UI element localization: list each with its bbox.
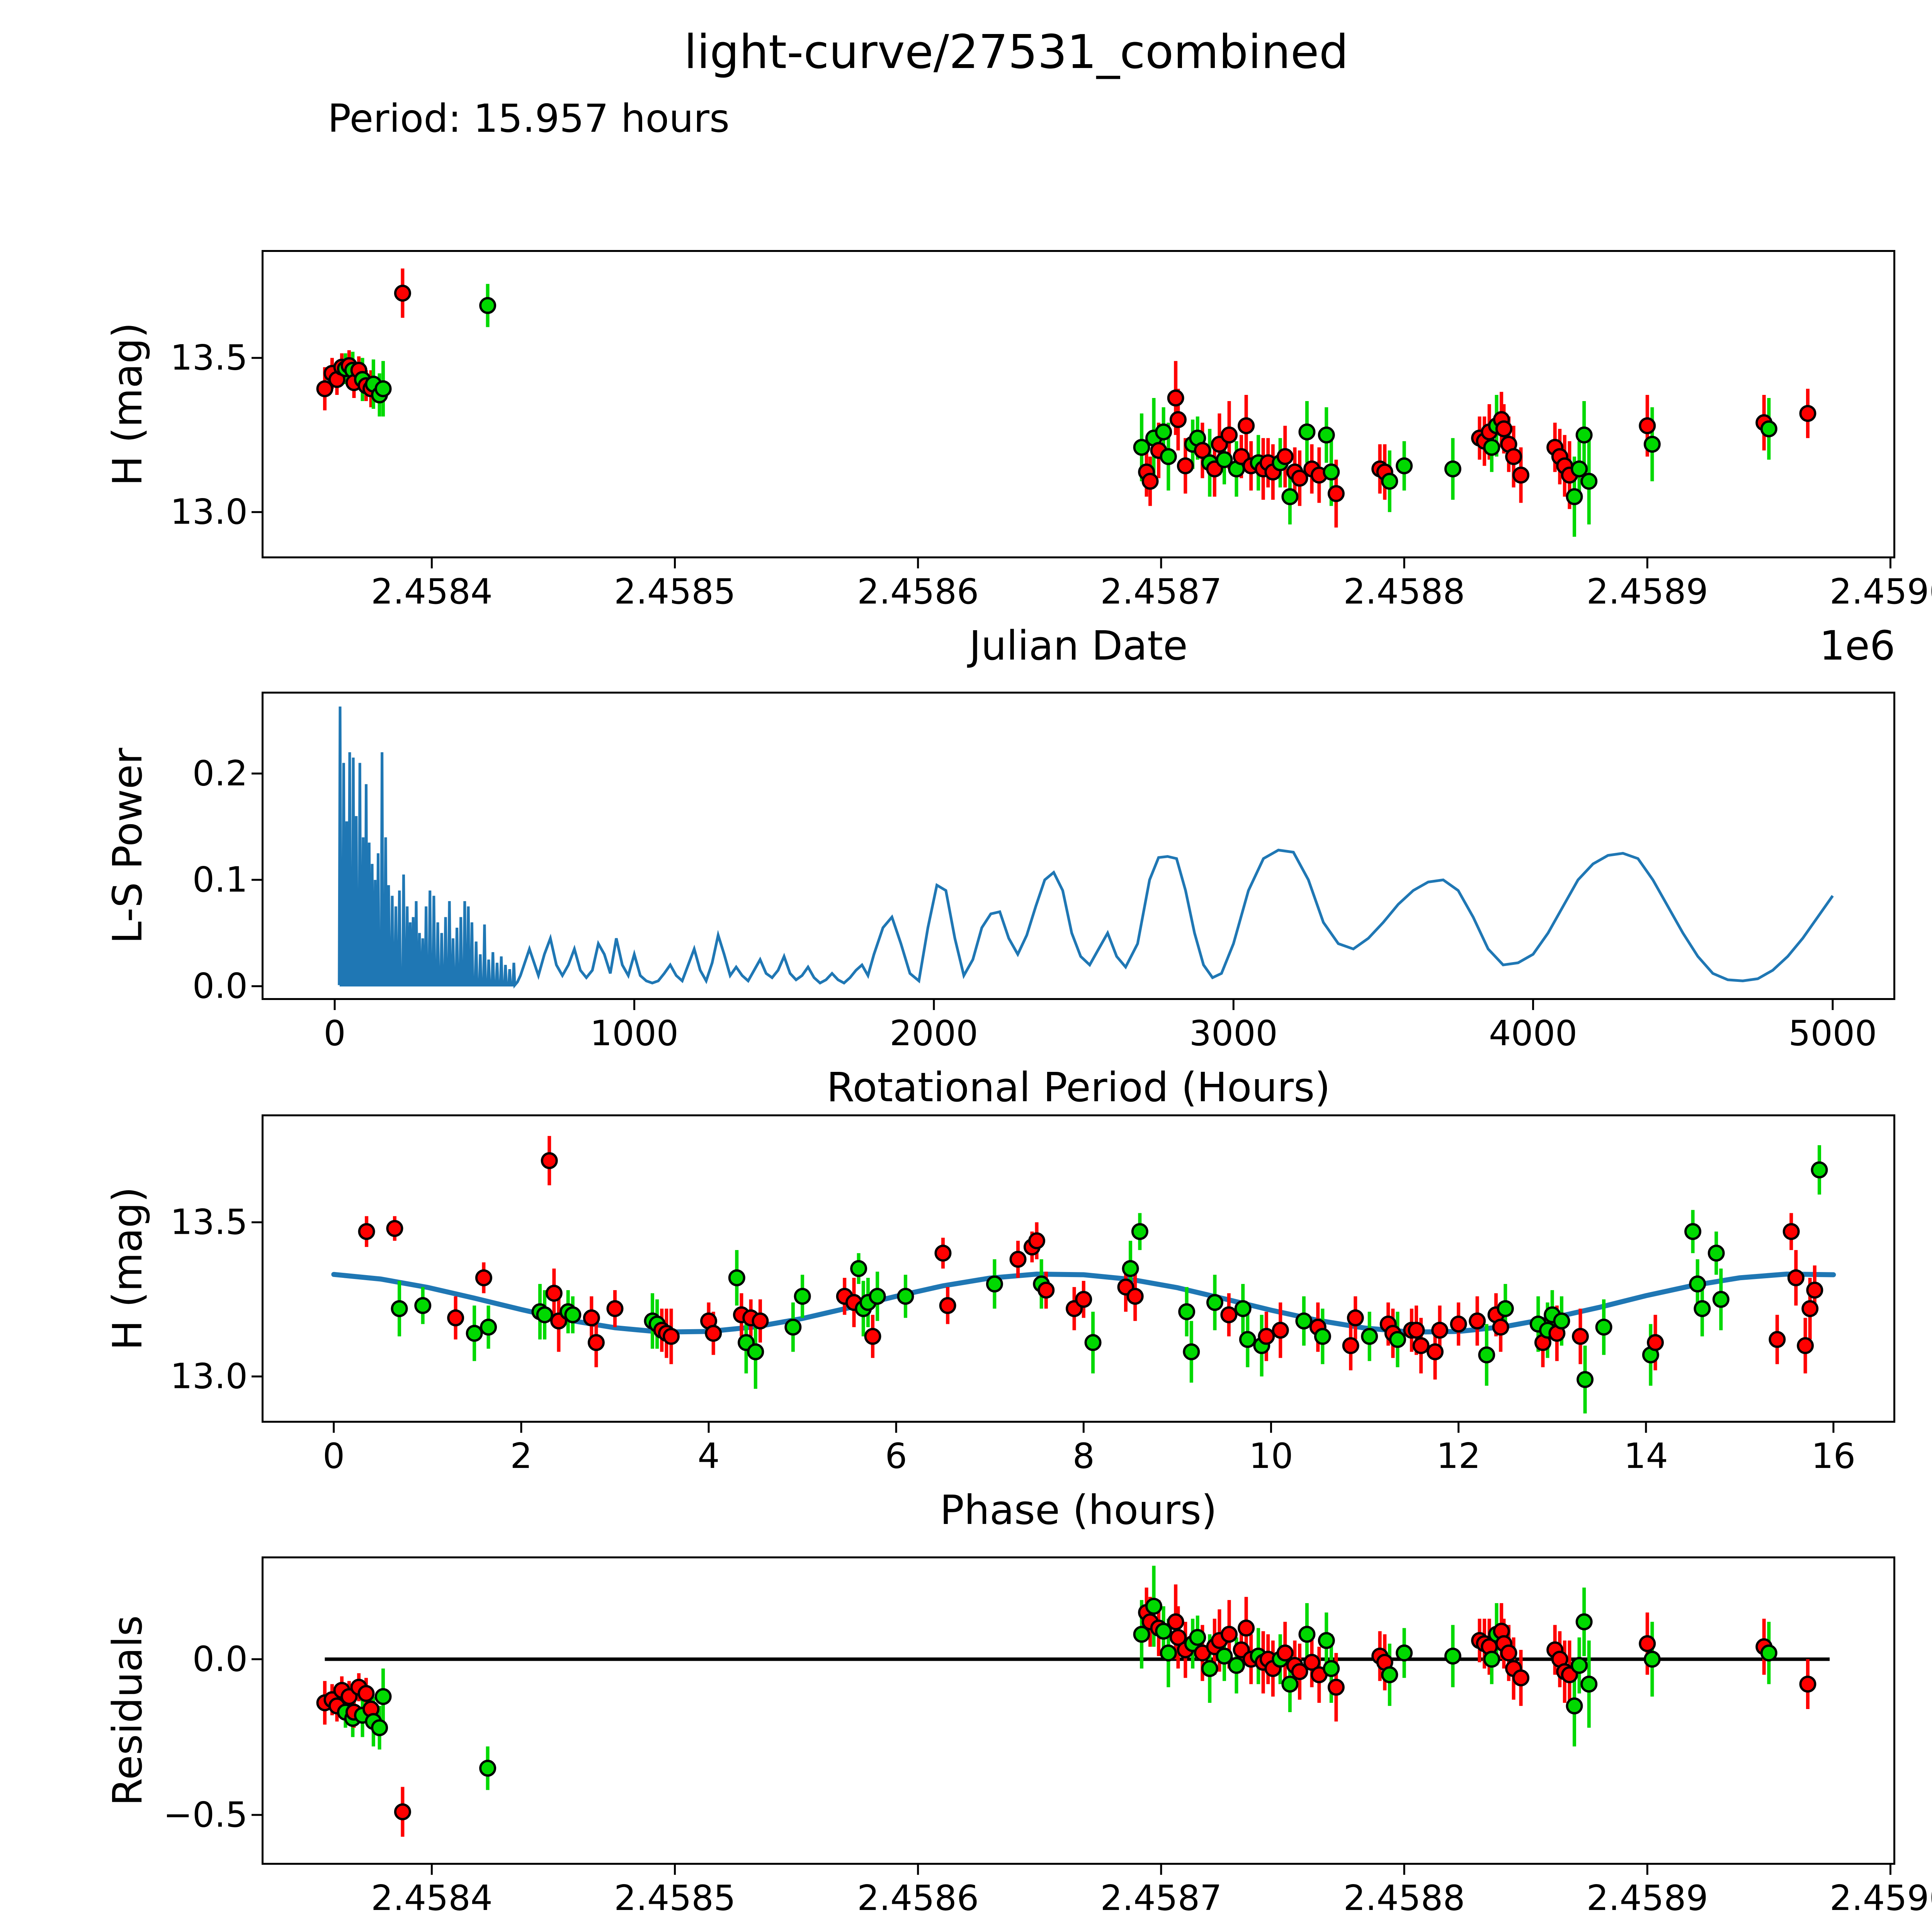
x-tick-label: 2.4589	[1586, 571, 1708, 612]
x-tick-label: 2000	[889, 1013, 978, 1054]
y-tick-label: 13.5	[170, 337, 248, 378]
figure-title: light-curve/27531_combined	[684, 26, 1349, 79]
y-tick-label: 13.0	[170, 492, 248, 532]
residuals-y-axis-label: Residuals	[104, 1615, 151, 1806]
x-tick-label: 4	[697, 1436, 720, 1476]
x-tick-label: 2.4586	[857, 571, 979, 612]
y-tick-label: 13.5	[170, 1202, 248, 1243]
x-tick-label: 2.4587	[1100, 571, 1222, 612]
x-tick-label: 0	[323, 1013, 346, 1054]
period-annotation: Period: 15.957 hours	[328, 96, 730, 141]
x-tick-label: 2.4585	[614, 1878, 736, 1918]
x-tick-label: 2.4588	[1343, 571, 1465, 612]
lightcurve-plot	[252, 250, 1895, 568]
x-tick-label: 2.4589	[1586, 1878, 1708, 1918]
periodogram-plot	[252, 692, 1895, 1010]
phase-y-axis-label: H (mag)	[104, 1187, 151, 1350]
x-tick-label: 10	[1249, 1436, 1293, 1476]
periodogram-x-axis-label: Rotational Period (Hours)	[827, 1064, 1330, 1111]
x-tick-label: 4000	[1489, 1013, 1578, 1054]
x-tick-label: 2.4584	[371, 1878, 493, 1918]
y-tick-label: 0.0	[192, 966, 248, 1007]
lightcurve-axis-offset-label: 1e6	[1819, 622, 1895, 669]
residuals-axis-offset-label: 1e6	[1820, 1929, 1895, 1932]
x-tick-label: 5000	[1788, 1013, 1877, 1054]
y-tick-label: 0.2	[192, 753, 248, 794]
x-tick-label: 2.4586	[857, 1878, 979, 1918]
y-tick-label: −0.5	[163, 1794, 248, 1835]
x-tick-label: 2.4588	[1343, 1878, 1465, 1918]
y-tick-label: 0.1	[192, 859, 248, 900]
phase-plot	[252, 1114, 1895, 1433]
x-tick-label: 6	[885, 1436, 907, 1476]
y-tick-label: 13.0	[170, 1356, 248, 1397]
periodogram-y-axis-label: L-S Power	[104, 748, 151, 944]
x-tick-label: 2.4587	[1100, 1878, 1222, 1918]
residuals-x-axis-label: Julian Date	[969, 1929, 1188, 1932]
x-tick-label: 12	[1436, 1436, 1481, 1476]
phase-x-axis-label: Phase (hours)	[940, 1486, 1217, 1534]
x-tick-label: 3000	[1189, 1013, 1278, 1054]
x-tick-label: 14	[1624, 1436, 1668, 1476]
x-tick-label: 2.4584	[371, 571, 493, 612]
lightcurve-y-axis-label: H (mag)	[104, 322, 151, 486]
residuals-plot	[252, 1556, 1895, 1875]
x-tick-label: 0	[323, 1436, 345, 1476]
y-tick-label: 0.0	[192, 1639, 248, 1680]
x-tick-label: 1000	[590, 1013, 679, 1054]
x-tick-label: 16	[1811, 1436, 1856, 1476]
x-tick-label: 2	[510, 1436, 532, 1476]
lightcurve-x-axis-label: Julian Date	[969, 622, 1188, 669]
x-tick-label: 8	[1072, 1436, 1095, 1476]
x-tick-label: 2.4585	[614, 571, 736, 612]
